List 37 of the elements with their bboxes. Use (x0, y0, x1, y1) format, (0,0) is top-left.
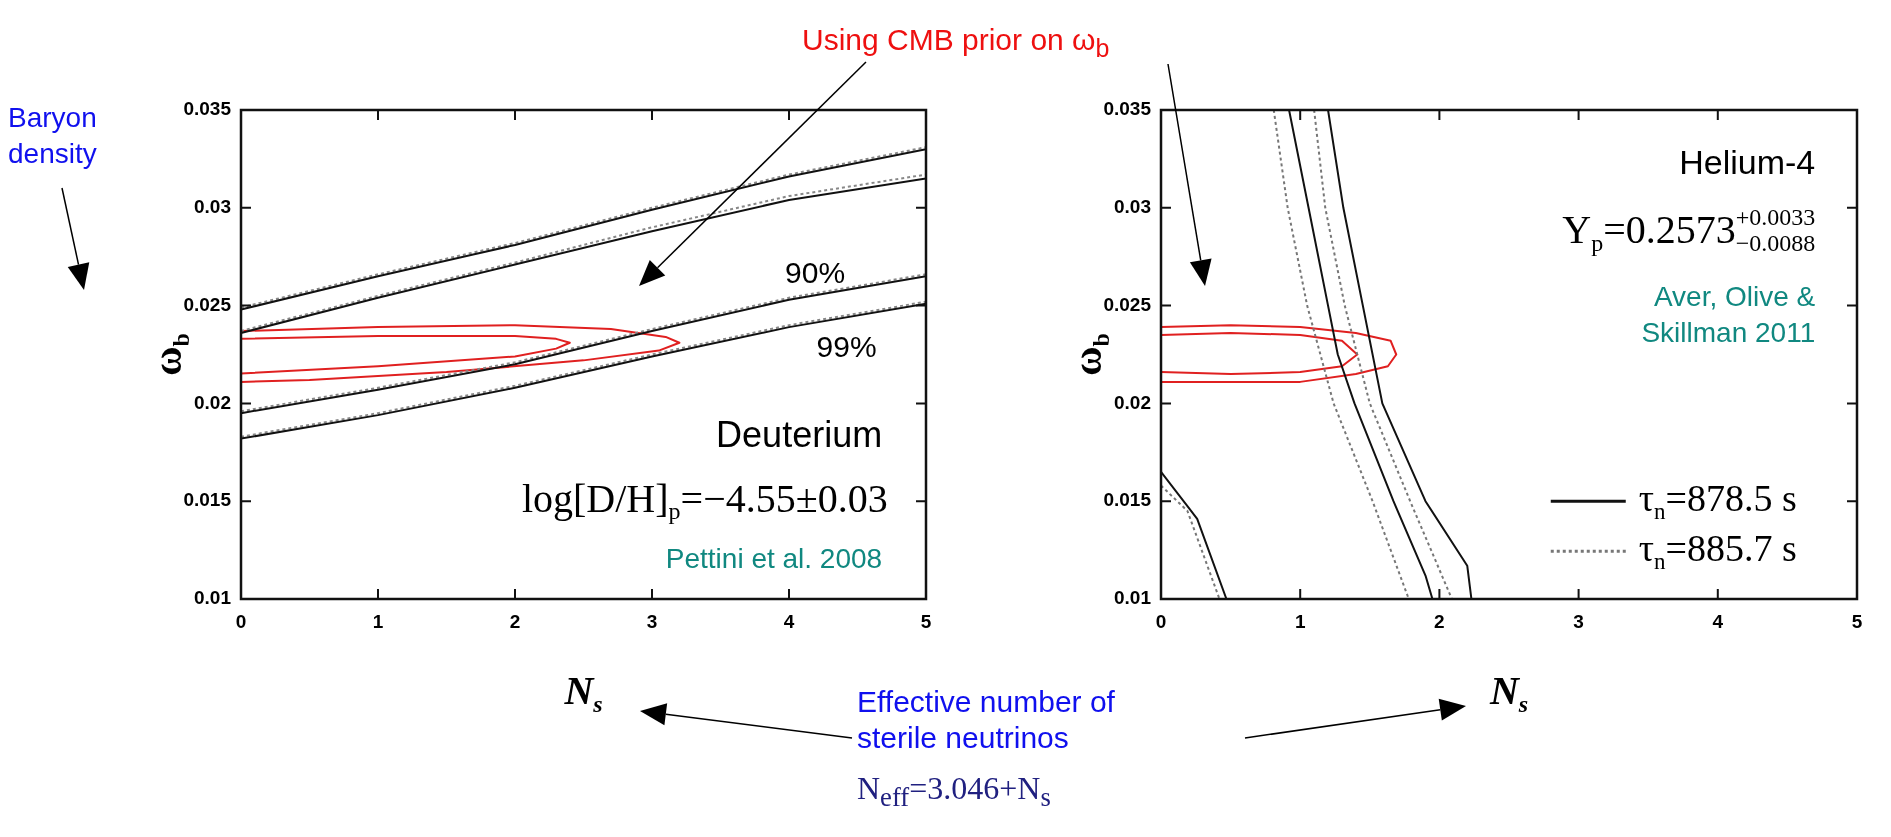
x-tick-label: 5 (920, 610, 932, 632)
x-tick-label: 5 (1851, 610, 1863, 632)
x-tick-label: 3 (646, 610, 658, 632)
annotation: 90% (785, 255, 846, 289)
y-tick-label: 0.03 (194, 196, 231, 218)
text: Using CMB prior on ω$_{b}$ (802, 22, 1111, 64)
y-tick-label: 0.01 (194, 587, 232, 609)
x-tick-label: 1 (1294, 610, 1306, 632)
annotation: Aver, Olive & Skillman 2011 (1641, 280, 1816, 349)
x-tick-label: 1 (372, 610, 384, 632)
annotation: Deuterium (716, 413, 883, 455)
x-tick-label: 0 (235, 610, 247, 632)
y-tick-label: 0.035 (1103, 98, 1152, 120)
y-tick-label: 0.035 (183, 98, 232, 120)
y-axis-title: ωb (1065, 333, 1115, 376)
x-tick-label: 2 (1434, 610, 1445, 632)
y-tick-label: 0.02 (1114, 391, 1151, 413)
y-tick-label: 0.015 (1103, 489, 1152, 511)
annotation: 99% (816, 329, 877, 363)
line-series (1272, 110, 1410, 599)
x-tick-label: 3 (1573, 610, 1584, 632)
x-tick-label: 4 (783, 610, 795, 632)
y-tick-label: 0.025 (183, 293, 232, 315)
x-tick-label: 0 (1155, 610, 1167, 632)
y-tick-label: 0.03 (1114, 196, 1151, 218)
y-tick-label: 0.025 (1103, 293, 1152, 315)
text: N$_{eff}$=3.046+N$_{s}$ (857, 770, 1052, 815)
annotation: Helium-4 (1679, 143, 1816, 182)
y-tick-label: 0.015 (183, 489, 232, 511)
y-tick-label: 0.02 (194, 391, 231, 413)
text: Effective number of sterile neutrinos (857, 684, 1116, 756)
text: Baryon density (8, 101, 98, 171)
y-axis-title: ωb (145, 333, 195, 376)
annotation: Pettini et al. 2008 (665, 542, 883, 574)
y-tick-label: 0.01 (1114, 587, 1152, 609)
x-tick-label: 2 (509, 610, 521, 632)
x-tick-label: 4 (1712, 610, 1724, 632)
